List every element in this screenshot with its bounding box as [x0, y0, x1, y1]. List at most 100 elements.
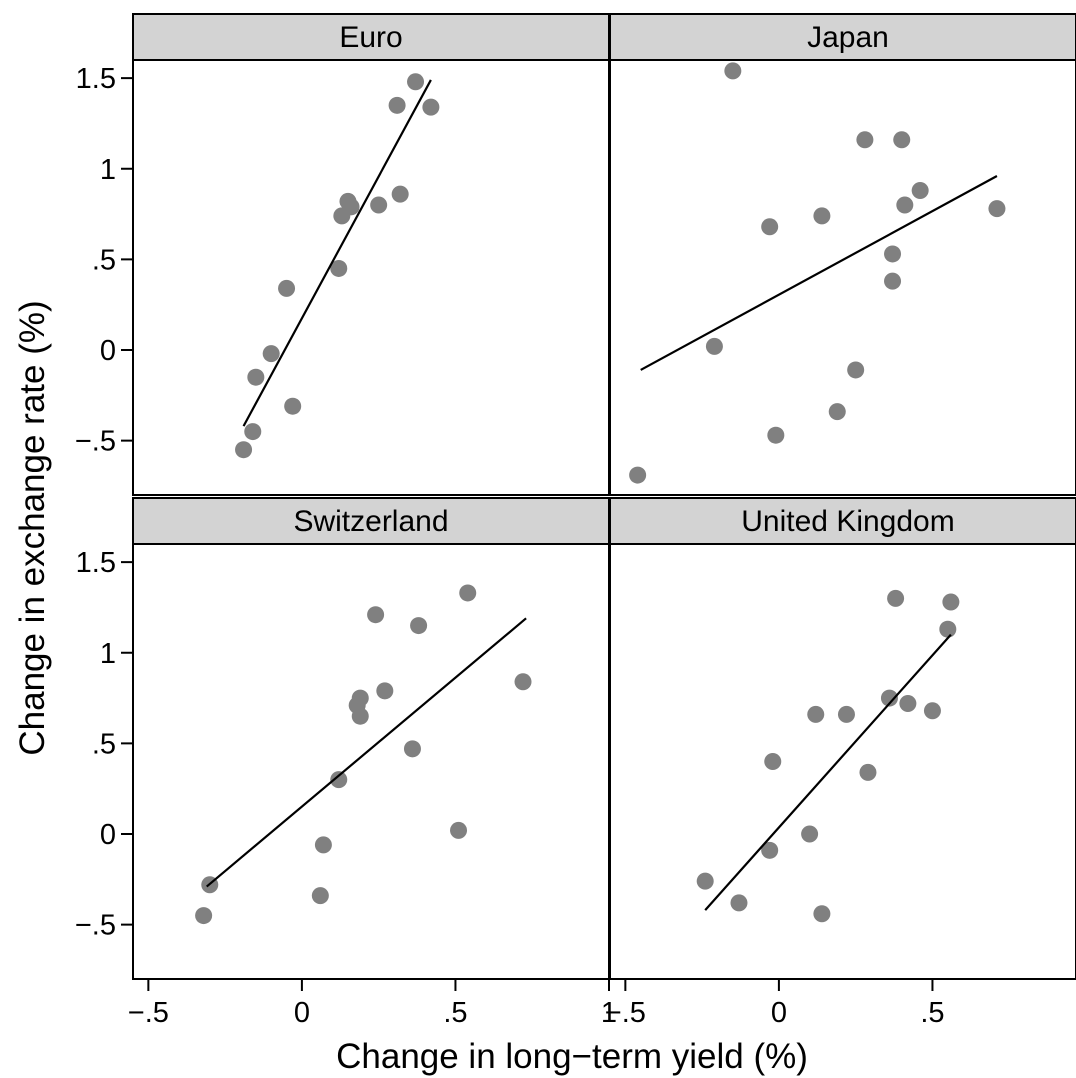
y-tick-label: −.5	[75, 426, 116, 458]
y-axes: −.5 0 .5 1 1.5 −.5 0 .5 1 1.5	[75, 60, 134, 979]
data-point	[813, 207, 831, 225]
x-tick-label: 0	[771, 997, 787, 1029]
plot-frame	[609, 59, 1076, 496]
y-tick-label: −.5	[75, 910, 116, 942]
data-point	[284, 397, 302, 415]
data-point	[884, 272, 902, 290]
data-point	[410, 617, 428, 635]
data-point	[244, 423, 262, 441]
data-point	[724, 62, 742, 80]
data-point	[330, 771, 348, 789]
x-tick-label: −.5	[128, 997, 169, 1029]
data-point	[761, 841, 779, 859]
data-point	[403, 740, 421, 758]
data-point	[856, 131, 874, 149]
data-point	[376, 682, 394, 700]
panel-title-strip	[132, 13, 610, 61]
data-point	[801, 825, 819, 843]
panel-japan: Japan	[609, 13, 1076, 496]
x-axis-united-kingdom: −.50.51	[605, 978, 1076, 1029]
data-point	[330, 259, 348, 277]
y-axis-title: Change in exchange rate (%)	[13, 300, 52, 755]
data-point	[988, 200, 1006, 218]
panel-title-strip	[609, 13, 1076, 61]
x-tick-label: −.5	[605, 997, 646, 1029]
panel-united-kingdom: United Kingdom	[609, 497, 1076, 980]
data-point	[767, 426, 785, 444]
y-tick-label: 1	[100, 154, 116, 186]
data-point	[407, 73, 425, 91]
fit-line	[704, 633, 952, 911]
data-point	[899, 695, 917, 712]
data-point	[370, 196, 388, 214]
panel-title: Japan	[807, 21, 889, 54]
y-tick-label: 1.5	[76, 63, 116, 95]
data-point	[896, 196, 914, 214]
panel-title: Euro	[339, 21, 402, 54]
data-point	[459, 584, 477, 602]
data-point	[514, 673, 532, 691]
data-point	[422, 98, 440, 116]
data-point	[880, 689, 898, 707]
fit-line	[640, 175, 998, 371]
plot-frame	[132, 59, 610, 496]
y-tick-label: 0	[100, 819, 116, 851]
data-point	[342, 198, 360, 216]
data-point	[761, 218, 779, 236]
x-axes: −.5 0 .5 1−.5 0 .5 1	[128, 978, 1076, 1029]
data-point	[828, 403, 846, 421]
x-axis-switzerland: −.5 0 .5 1	[128, 978, 617, 1029]
fit-line	[205, 617, 527, 888]
data-point	[262, 345, 280, 363]
data-point	[391, 185, 409, 203]
data-point	[837, 705, 855, 723]
plot-frame	[609, 543, 1076, 980]
x-tick-label: 1	[601, 997, 617, 1029]
data-point	[859, 763, 877, 781]
data-point	[887, 589, 905, 607]
panel-title-strip	[132, 497, 610, 545]
data-point	[247, 368, 265, 386]
data-point	[696, 872, 714, 890]
data-point	[311, 887, 329, 905]
data-point	[764, 753, 782, 770]
data-point	[351, 689, 369, 707]
data-point	[923, 702, 941, 720]
data-point	[911, 182, 929, 199]
x-tick-label: .5	[443, 997, 467, 1029]
data-point	[388, 96, 406, 114]
panels-layer: Euro Japan Switzerland United Kingdom	[132, 13, 1076, 980]
panel-title: United Kingdom	[741, 505, 954, 538]
data-point	[939, 620, 957, 638]
y-axis-euro: −.5 0 .5 1 1.5	[75, 60, 134, 495]
data-point	[278, 279, 296, 297]
panel-title-strip	[609, 497, 1076, 545]
data-point	[314, 836, 332, 854]
data-point	[235, 441, 253, 459]
y-tick-label: .5	[92, 728, 116, 760]
data-point	[367, 606, 385, 624]
x-tick-label: 0	[294, 997, 310, 1029]
panel-euro: Euro	[132, 13, 610, 496]
y-tick-label: .5	[92, 244, 116, 276]
data-point	[847, 361, 865, 379]
x-tick-label: .5	[920, 997, 944, 1029]
data-point	[705, 337, 723, 355]
y-axis-switzerland: −.5 0 .5 1 1.5	[75, 544, 134, 979]
data-point	[629, 466, 647, 484]
data-point	[813, 905, 831, 923]
data-point	[450, 821, 468, 839]
panel-title: Switzerland	[293, 505, 448, 538]
data-point	[730, 894, 748, 912]
data-point	[942, 593, 960, 611]
fit-line	[242, 79, 432, 427]
data-point	[351, 707, 369, 725]
y-tick-label: 1	[100, 638, 116, 670]
panel-switzerland: Switzerland	[132, 497, 610, 980]
y-tick-label: 0	[100, 335, 116, 367]
data-point	[893, 131, 911, 149]
x-axis-title: Change in long−term yield (%)	[336, 1037, 808, 1076]
data-point	[195, 907, 213, 925]
data-point	[807, 705, 825, 723]
